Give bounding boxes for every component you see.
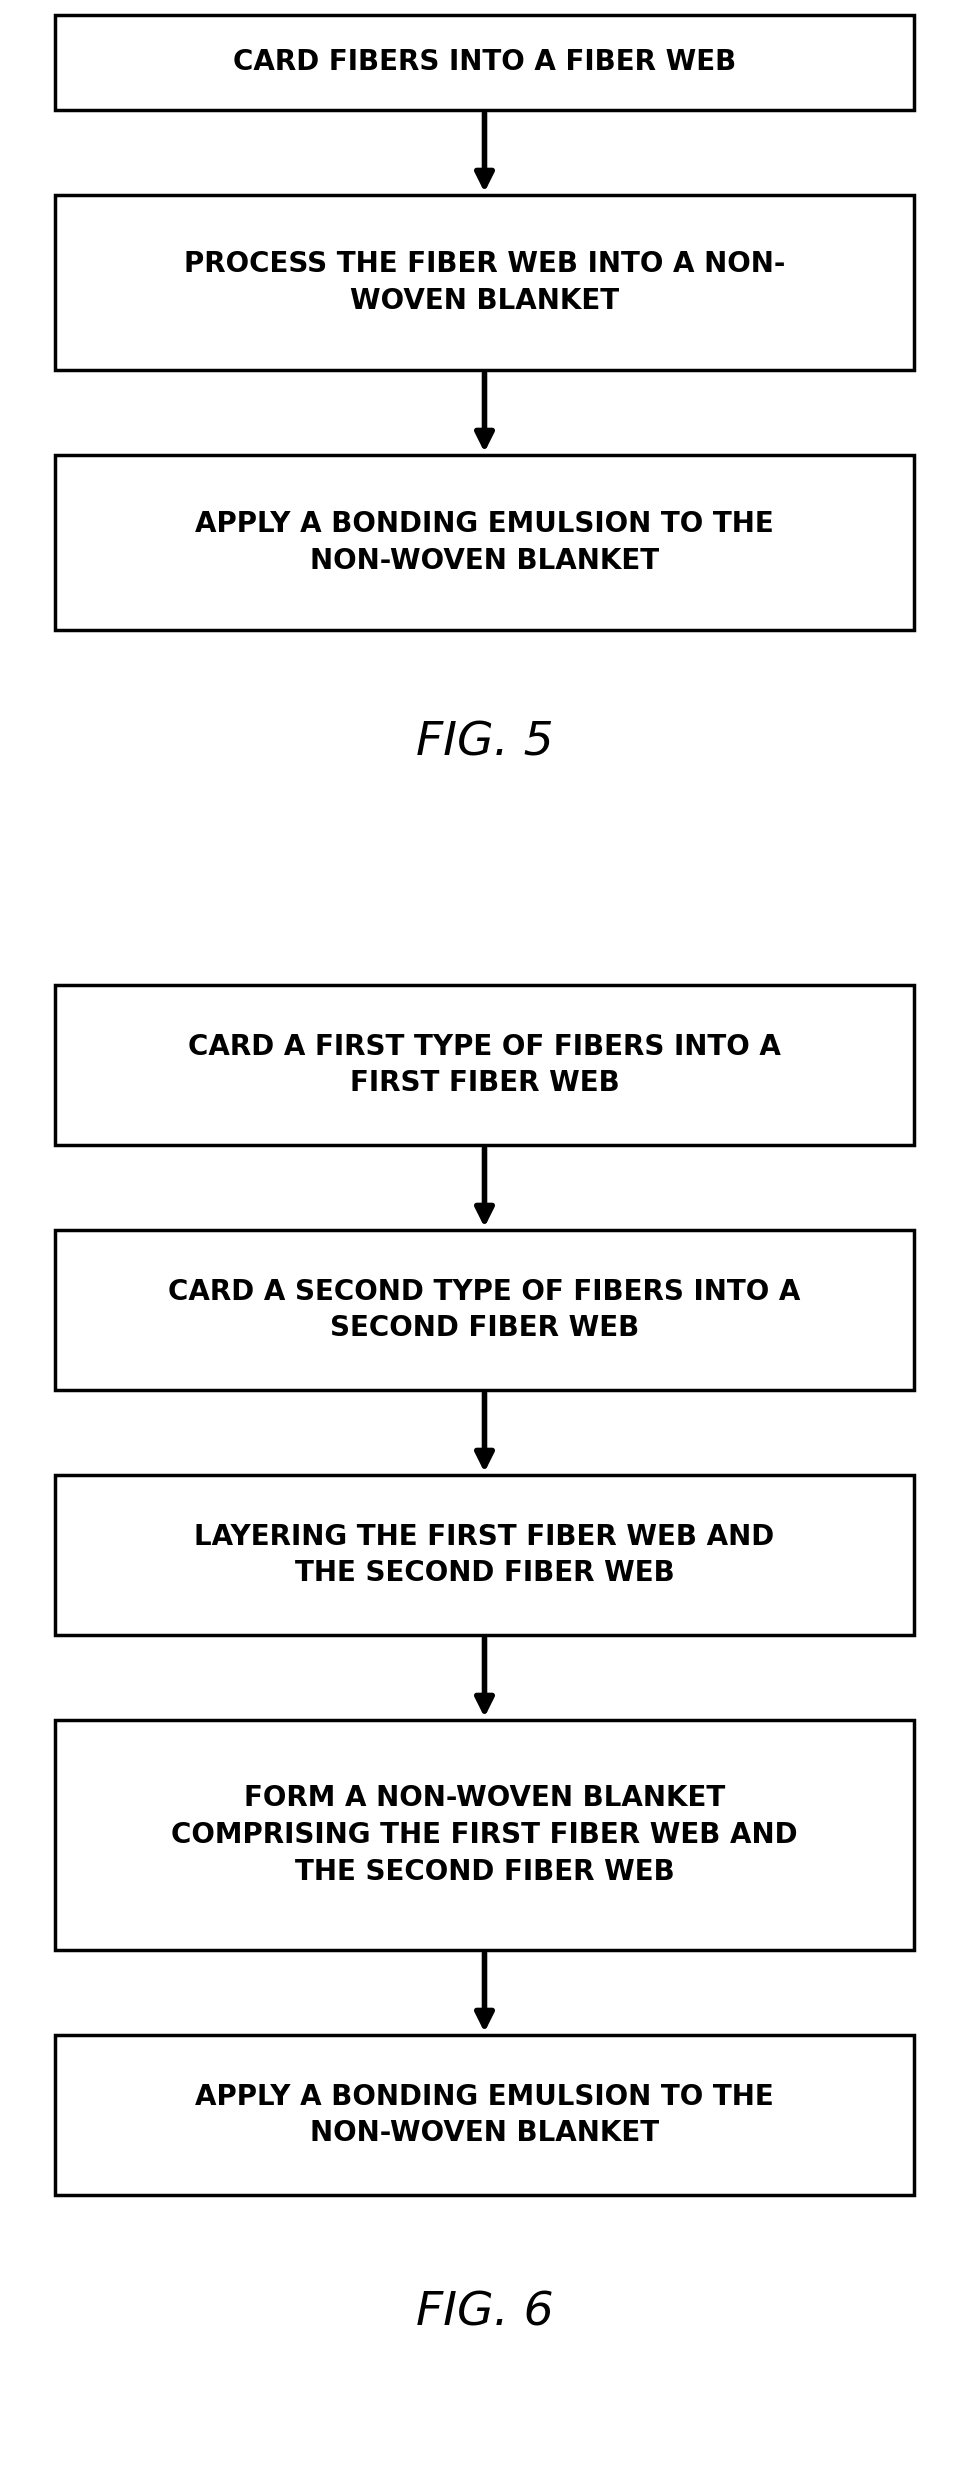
- Bar: [55, 1230, 914, 1390]
- Text: PROCESS THE FIBER WEB INTO A NON-
WOVEN BLANKET: PROCESS THE FIBER WEB INTO A NON- WOVEN …: [184, 249, 785, 316]
- Bar: [55, 2034, 914, 2195]
- Text: APPLY A BONDING EMULSION TO THE
NON-WOVEN BLANKET: APPLY A BONDING EMULSION TO THE NON-WOVE…: [195, 2081, 774, 2148]
- Text: CARD A FIRST TYPE OF FIBERS INTO A
FIRST FIBER WEB: CARD A FIRST TYPE OF FIBERS INTO A FIRST…: [188, 1032, 781, 1096]
- Text: LAYERING THE FIRST FIBER WEB AND
THE SECOND FIBER WEB: LAYERING THE FIRST FIBER WEB AND THE SEC…: [195, 1523, 774, 1588]
- Bar: [55, 1474, 914, 1634]
- Bar: [55, 195, 914, 370]
- Text: APPLY A BONDING EMULSION TO THE
NON-WOVEN BLANKET: APPLY A BONDING EMULSION TO THE NON-WOVE…: [195, 511, 774, 575]
- Text: FIG. 6: FIG. 6: [416, 2291, 553, 2336]
- Text: FORM A NON-WOVEN BLANKET
COMPRISING THE FIRST FIBER WEB AND
THE SECOND FIBER WEB: FORM A NON-WOVEN BLANKET COMPRISING THE …: [172, 1785, 797, 1886]
- Bar: [55, 454, 914, 630]
- Text: CARD A SECOND TYPE OF FIBERS INTO A
SECOND FIBER WEB: CARD A SECOND TYPE OF FIBERS INTO A SECO…: [169, 1276, 800, 1343]
- Bar: [55, 985, 914, 1146]
- Bar: [55, 15, 914, 111]
- Bar: [55, 1721, 914, 1951]
- Text: CARD FIBERS INTO A FIBER WEB: CARD FIBERS INTO A FIBER WEB: [233, 49, 736, 77]
- Text: FIG. 5: FIG. 5: [416, 721, 553, 765]
